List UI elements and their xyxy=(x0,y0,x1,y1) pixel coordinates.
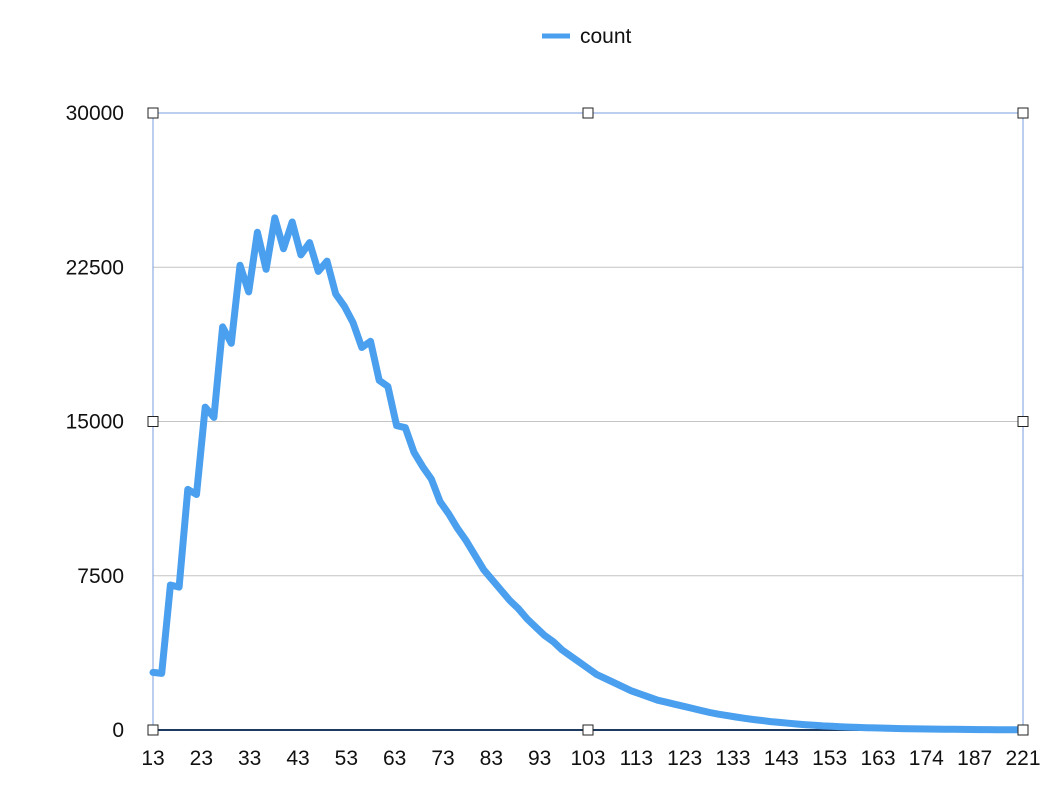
resize-handle[interactable] xyxy=(1017,724,1029,736)
y-tick-label: 30000 xyxy=(66,102,124,125)
x-tick-label: 113 xyxy=(620,747,653,770)
legend-label-count: count xyxy=(580,25,632,48)
y-axis-tick-labels: 0 7500 15000 22500 30000 xyxy=(66,102,124,742)
y-tick-label: 0 xyxy=(112,719,124,742)
legend: count xyxy=(542,25,632,48)
x-tick-label: 23 xyxy=(190,747,213,770)
gridlines xyxy=(153,266,1023,577)
x-axis-tick-labels: 13 23 33 43 53 63 73 83 93 103 113 123 133 143 153 163 1… xyxy=(141,747,1040,770)
series-line-count xyxy=(149,214,1027,734)
x-tick-label: 187 xyxy=(957,747,992,770)
y-tick-label: 15000 xyxy=(66,411,124,434)
selection-handles xyxy=(147,107,1029,736)
resize-handle[interactable] xyxy=(147,107,159,119)
x-tick-label: 33 xyxy=(238,747,261,770)
x-tick-label: 63 xyxy=(383,747,406,770)
resize-handle[interactable] xyxy=(147,416,159,427)
x-tick-label: 13 xyxy=(141,747,164,770)
x-tick-label: 123 xyxy=(667,747,702,770)
resize-handle[interactable] xyxy=(582,724,594,736)
resize-handle[interactable] xyxy=(582,107,594,119)
y-tick-label: 7500 xyxy=(77,565,124,588)
resize-handle[interactable] xyxy=(147,724,159,736)
x-tick-label: 153 xyxy=(812,747,847,770)
x-tick-label: 93 xyxy=(528,747,551,770)
x-tick-label: 143 xyxy=(764,747,799,770)
x-tick-label: 221 xyxy=(1005,747,1040,770)
y-tick-label: 22500 xyxy=(66,256,124,279)
x-tick-label: 53 xyxy=(335,747,358,770)
x-tick-label: 133 xyxy=(715,747,750,770)
x-tick-label: 83 xyxy=(480,747,503,770)
resize-handle[interactable] xyxy=(1017,416,1029,427)
x-tick-label: 174 xyxy=(909,747,944,770)
x-tick-label: 43 xyxy=(286,747,309,770)
x-tick-label: 163 xyxy=(860,747,895,770)
x-tick-label: 103 xyxy=(570,747,605,770)
x-tick-label: 73 xyxy=(431,747,454,770)
resize-handle[interactable] xyxy=(1017,107,1029,119)
